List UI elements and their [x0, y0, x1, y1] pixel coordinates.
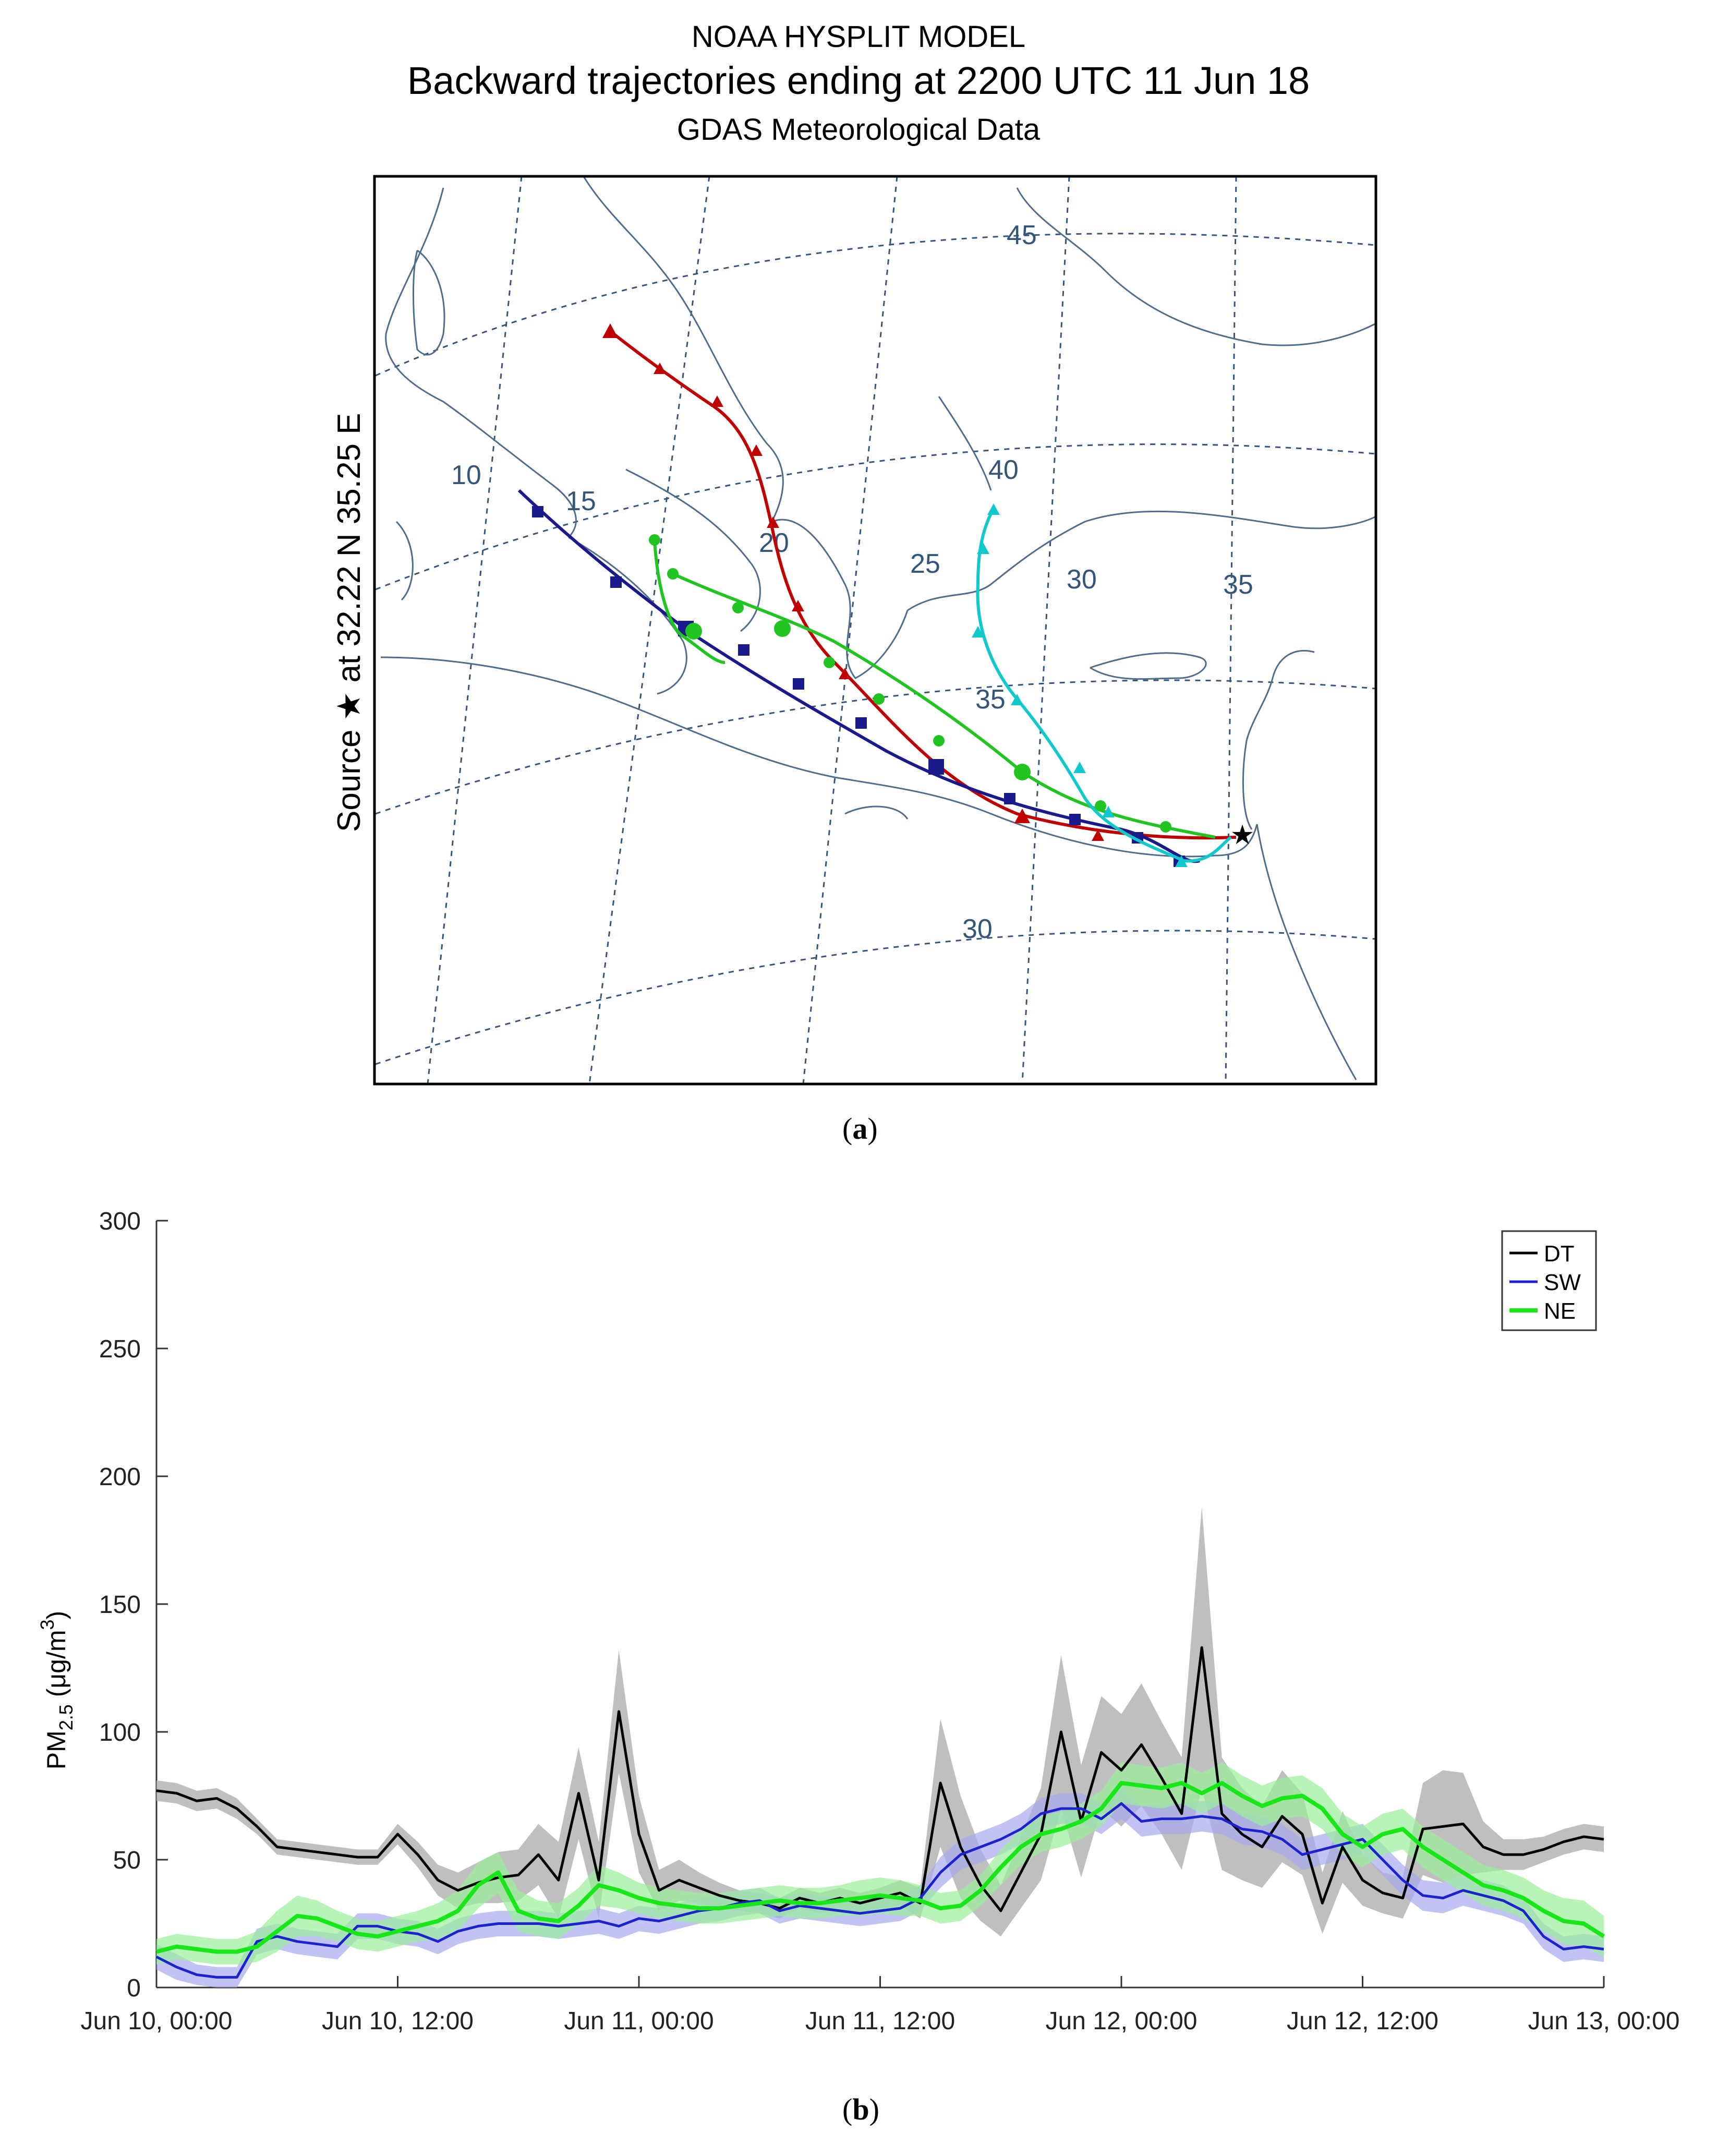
map-area: 10 15 20 25 30 35 45 40 35 30: [373, 175, 1377, 1086]
x-tick-label: Jun 10, 00:00: [81, 2007, 233, 2035]
panel-label-b: (b): [842, 2092, 879, 2126]
trajectory-green: [649, 534, 1216, 839]
y-tick-label: 100: [99, 1719, 141, 1747]
x-tick-label: Jun 12, 12:00: [1287, 2007, 1438, 2035]
chart-legend: DT SW NE: [1501, 1230, 1597, 1331]
map-frame: [373, 175, 1377, 1086]
legend-label-sw: SW: [1544, 1270, 1581, 1295]
x-tick-label: Jun 11, 00:00: [564, 2007, 714, 2035]
trajectory-map-figure: NOAA HYSPLIT MODEL Backward trajectories…: [331, 20, 1377, 1086]
source-label: Source ★ at 32.22 N 35.25 E: [331, 413, 367, 832]
series-line-dt: [156, 1646, 1604, 1912]
panel-label-a: (a): [842, 1112, 878, 1146]
band-ne: [156, 1762, 1604, 1965]
lat-label-40: 40: [988, 455, 1019, 485]
x-tick-label: Jun 13, 00:00: [1528, 2007, 1680, 2035]
lon-label-30: 30: [1067, 564, 1097, 595]
pm25-chart: 0 50 100 150 200 250 300 Jun 10, 00:00 Jun 10, 1…: [37, 1208, 1680, 2035]
y-tick-label: 0: [127, 1974, 141, 2002]
lat-label-30: 30: [962, 914, 993, 944]
y-tick-label: 50: [113, 1847, 141, 1874]
chart-axes: 0 50 100 150 200 250 300 Jun 10, 00:00 Jun 10, 1…: [81, 1208, 1680, 2035]
band-sw: [156, 1788, 1604, 1988]
lon-label-15: 15: [566, 486, 596, 516]
legend-label-dt: DT: [1544, 1241, 1575, 1267]
trajectory-cyan: [972, 503, 1232, 867]
x-tick-label: Jun 10, 12:00: [322, 2007, 474, 2035]
x-tick-label: Jun 11, 12:00: [805, 2007, 955, 2035]
coastlines: [380, 177, 1376, 1080]
legend-label-ne: NE: [1544, 1298, 1576, 1324]
map-subtitle-data: GDAS Meteorological Data: [677, 113, 1041, 147]
lon-label-25: 25: [910, 549, 940, 579]
graticule: [375, 176, 1376, 1085]
lon-label-35: 35: [1223, 570, 1253, 600]
lon-label-10: 10: [451, 460, 481, 490]
trajectory-red: [602, 323, 1237, 841]
lat-label-35: 35: [975, 684, 1006, 715]
source-star-icon: ★: [1230, 820, 1255, 851]
x-tick-label: Jun 12, 00:00: [1046, 2007, 1198, 2035]
y-tick-label: 300: [99, 1208, 141, 1235]
series-lines: [155, 1646, 1605, 1979]
uncertainty-bands: [156, 1507, 1604, 1988]
y-tick-label: 250: [99, 1335, 141, 1363]
y-axis-label: PM2.5 (μg/m3): [37, 1611, 77, 1769]
y-tick-label: 150: [99, 1591, 141, 1619]
map-subtitle: Backward trajectories ending at 2200 UTC…: [407, 59, 1310, 102]
y-tick-label: 200: [99, 1463, 141, 1491]
series-line-ne: [156, 1781, 1605, 1954]
map-title: NOAA HYSPLIT MODEL: [692, 20, 1025, 54]
lat-label-45: 45: [1007, 220, 1037, 250]
